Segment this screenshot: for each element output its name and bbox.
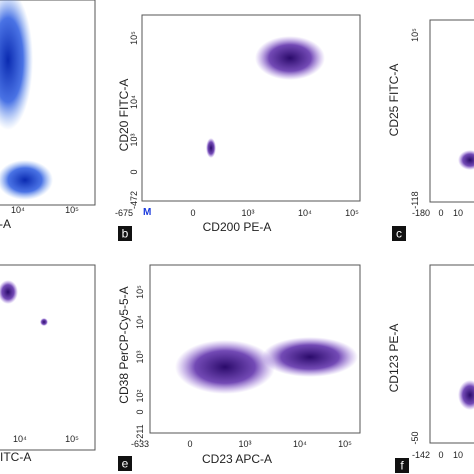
panel: 10⁴ 10⁵ FITC-A	[0, 264, 96, 464]
panel: 10⁴ 10⁵ -A	[0, 0, 96, 231]
x-tick-label: 10⁴	[293, 439, 307, 449]
y-axis-label: CD20 FITC-A	[117, 79, 131, 152]
y-tick-label: -472	[129, 191, 139, 209]
y-tick-label: 10⁵	[129, 31, 139, 45]
x-tick-label: 10⁵	[65, 205, 79, 215]
x-tick-label: -180	[412, 208, 430, 218]
event-cloud	[458, 380, 474, 410]
x-tick-label: 0	[438, 450, 443, 460]
x-axis-label: CD23 APC-A	[202, 452, 272, 466]
event-cloud	[0, 160, 53, 200]
y-tick-label: -211	[135, 424, 145, 441]
y-tick-label: 10⁴	[135, 315, 145, 329]
x-tick-label: 0	[190, 208, 195, 218]
y-tick-label: 10²	[135, 389, 145, 402]
x-tick-label: 10⁴	[13, 434, 27, 444]
y-tick-label: 10³	[135, 350, 145, 363]
plot-frame	[429, 264, 474, 444]
event-cloud	[40, 318, 48, 326]
panel-letter-box	[118, 226, 132, 241]
panel: -142 0 10 -50 CD123 PE-A f	[387, 264, 474, 473]
y-tick-label: 10³	[129, 133, 139, 146]
y-axis-label: CD123 PE-A	[387, 324, 401, 393]
y-tick-label: 10⁴	[129, 95, 139, 109]
x-axis-label: -A	[0, 217, 11, 231]
y-tick-label: -118	[410, 191, 420, 208]
gate-marker: M	[143, 207, 151, 218]
panel-letter: b	[122, 227, 129, 241]
panel: -180 0 10 10⁵ -118 CD25 FITC-A c	[387, 19, 474, 241]
event-cloud	[0, 280, 18, 304]
x-tick-label: 0	[187, 439, 192, 449]
x-tick-label: 10³	[238, 439, 251, 449]
x-tick-label: 10⁵	[65, 434, 79, 444]
panel-letter-box	[118, 456, 132, 471]
x-tick-label: 10	[453, 450, 463, 460]
plot-frame	[141, 14, 361, 202]
x-tick-label: 10⁵	[338, 439, 352, 449]
y-tick-label: -50	[410, 431, 420, 444]
panel-letter: c	[396, 227, 402, 241]
x-tick-label: -142	[412, 450, 430, 460]
y-tick-label: 0	[129, 169, 139, 174]
x-tick-label: -675	[115, 208, 133, 218]
y-tick-label: 0	[135, 409, 145, 414]
event-cloud	[175, 340, 275, 394]
x-tick-label: 10⁴	[11, 205, 25, 215]
panel-letter-box	[395, 458, 409, 473]
panel-letter-box	[392, 226, 406, 241]
x-tick-label: 10⁴	[298, 208, 312, 218]
x-axis-label: FITC-A	[0, 450, 31, 464]
x-tick-label: -633	[131, 439, 149, 449]
event-cloud	[255, 36, 325, 80]
x-axis-label: CD200 PE-A	[203, 220, 272, 234]
x-tick-label: 10⁵	[345, 208, 359, 218]
event-cloud	[262, 337, 358, 377]
panel-letter: e	[122, 457, 129, 471]
plot-frame	[429, 19, 474, 203]
event-cloud	[458, 150, 474, 170]
panel: -633 0 10³ 10⁴ 10⁵ 10⁵ 10⁴ 10³ 10² 0 -211 CD23 APC-…	[117, 264, 361, 471]
event-cloud	[206, 138, 216, 158]
x-tick-label: 10³	[241, 208, 254, 218]
panel: -675 0 10³ 10⁴ 10⁵ 10⁵ 10⁴ 10³ 0 -472 CD200 PE-A CD…	[115, 14, 361, 241]
y-tick-label: 10⁵	[135, 285, 145, 299]
y-axis-label: CD25 FITC-A	[387, 64, 401, 137]
x-tick-label: 0	[438, 208, 443, 218]
y-tick-label: 10⁵	[410, 28, 420, 42]
x-tick-label: 10	[453, 208, 463, 218]
panel-letter: f	[400, 459, 404, 473]
y-axis-label: CD38 PerCP-Cy5-5-A	[117, 286, 131, 403]
event-cloud	[0, 0, 33, 130]
